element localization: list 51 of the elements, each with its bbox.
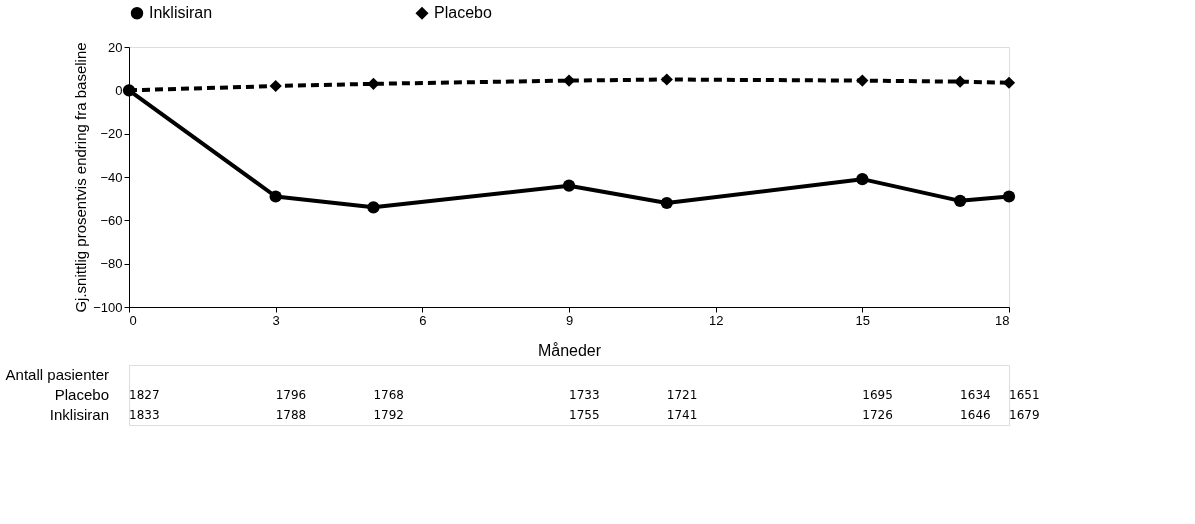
point [856,74,869,87]
x-tick-label: 18 [995,312,1010,328]
x-tick-label: 6 [419,312,427,328]
point [953,75,967,88]
point [1002,76,1016,89]
point [269,79,282,93]
text: 1796 [275,388,307,402]
legend-label: Inklisiran [149,4,213,22]
point [367,201,380,214]
x-tick-label: 12 [708,312,724,328]
point [953,194,967,207]
y-tick-label: −80 [100,256,123,272]
text: 1726 [862,408,893,422]
x-tick-label: 0 [129,312,137,328]
y-tick-label: −20 [100,126,123,142]
point [122,84,136,97]
point [562,74,576,87]
point [562,179,576,192]
text: Placebo [54,386,109,403]
y-tick-label: 0 [115,82,123,98]
y-tick-label: −100 [93,299,123,315]
text: 1833 [129,408,160,422]
text: 1792 [373,408,404,422]
text: 1768 [373,388,404,402]
text: 1634 [960,388,991,402]
point [660,196,673,210]
text: Inklisiran [49,406,109,423]
text: Antall pasienter [5,366,109,383]
point [660,73,673,86]
point [856,173,869,186]
x-axis-title: Måneder [537,341,602,359]
x-tick-label: 9 [565,312,574,328]
text: 1679 [1009,408,1040,422]
x-tick-label: 15 [855,312,871,328]
y-tick-label: −60 [100,212,123,228]
y-axis-title: Gj.snittlig prosentvis endring fra baseline [72,42,90,313]
text: 1646 [960,408,991,422]
text: 1695 [862,388,893,402]
text: 1733 [569,388,600,402]
point [269,190,282,203]
x-tick-label: 3 [272,312,280,328]
y-tick-label: −40 [100,169,123,185]
text: 1755 [569,408,600,422]
text: 1741 [666,408,698,422]
y-tick-label: 20 [108,39,123,55]
text: 1788 [275,408,307,422]
text: 1651 [1009,388,1040,402]
text: 1721 [666,388,698,402]
legend-label: Placebo [434,4,492,22]
text: 1827 [129,388,160,402]
point [1002,190,1016,203]
